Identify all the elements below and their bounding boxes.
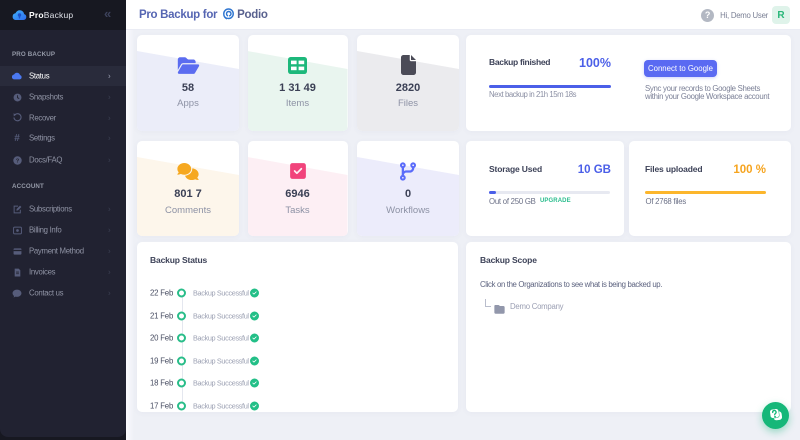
svg-text:?: ? [15, 158, 19, 164]
